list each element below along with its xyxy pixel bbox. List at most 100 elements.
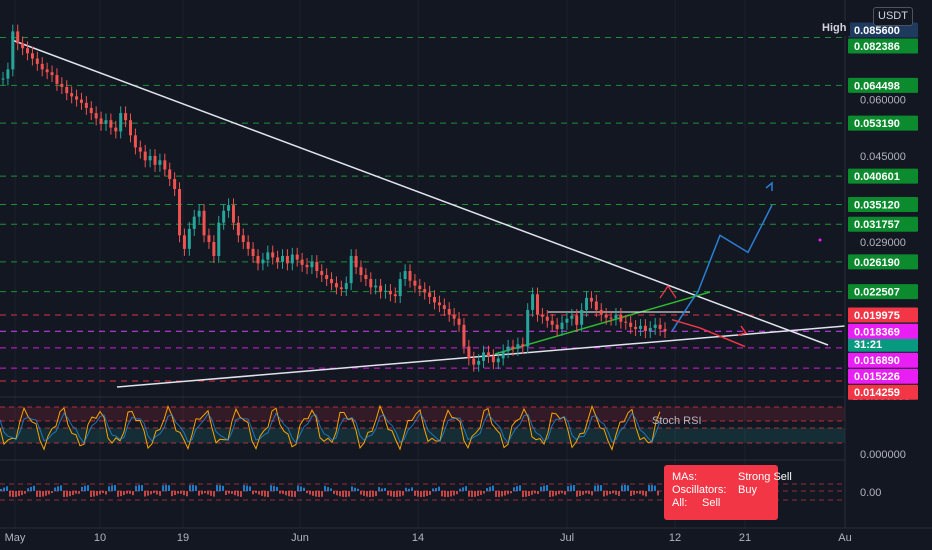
histogram-panel: [0, 459, 932, 501]
time-tick-label: 12: [669, 532, 681, 544]
candle-body: [433, 296, 437, 303]
bearish-projection-path: [671, 318, 746, 348]
histogram-bar: [207, 491, 209, 495]
histogram-bar: [219, 485, 221, 491]
histogram-bar: [12, 491, 14, 497]
time-tick-label: May: [5, 532, 26, 544]
histogram-bar: [135, 485, 137, 491]
histogram-bar: [651, 485, 653, 491]
histogram-bar: [402, 491, 404, 496]
histogram-bar: [372, 491, 374, 497]
price-tag-bg: [848, 22, 918, 38]
candle-body: [310, 261, 314, 268]
histogram-bar: [459, 488, 461, 491]
histogram-bar: [495, 491, 497, 497]
histogram-bar: [591, 491, 593, 496]
histogram-bar: [552, 491, 554, 497]
candle-body: [570, 315, 574, 319]
histogram-bar: [198, 491, 200, 496]
histogram-bar: [165, 485, 167, 491]
histogram-bar: [621, 485, 623, 491]
histogram-bar: [87, 485, 89, 491]
price-tick-label: 0.060000: [860, 95, 906, 107]
candle-body: [437, 302, 441, 306]
histogram-bar: [600, 485, 602, 491]
candle-body: [364, 274, 368, 280]
histogram-bar: [501, 491, 503, 497]
candle-body: [462, 324, 466, 347]
candle-body: [65, 86, 69, 94]
histogram-bar: [504, 491, 506, 496]
candle-body: [246, 241, 250, 249]
histogram-bar: [573, 485, 575, 491]
time-tick-label: 21: [739, 532, 751, 544]
candle-body: [496, 358, 500, 363]
candle-body: [614, 314, 618, 319]
histogram-bar: [54, 487, 56, 491]
histogram-bar: [234, 491, 236, 496]
histogram-bar: [117, 491, 119, 497]
histogram-bar: [222, 485, 224, 491]
candle-body: [477, 360, 481, 365]
price-tag-value: 0.015226: [854, 371, 900, 383]
candle-body: [452, 314, 456, 319]
histogram-bar: [639, 491, 641, 495]
histogram-bar: [147, 491, 149, 496]
histogram-bar: [57, 486, 59, 491]
histogram-bar: [360, 491, 362, 495]
quote-currency-badge[interactable]: USDT: [873, 7, 913, 26]
histogram-bar: [612, 491, 614, 494]
candle-body: [521, 344, 525, 347]
candle-body: [501, 351, 505, 359]
histogram-bar: [375, 491, 377, 497]
histogram-bar: [327, 487, 329, 491]
histogram-bar: [549, 491, 551, 497]
candle-body: [295, 254, 299, 260]
candle-body: [589, 297, 593, 302]
candle-body: [599, 309, 603, 315]
candle-body: [634, 326, 638, 329]
histogram-bar: [540, 486, 542, 491]
histogram-bar: [273, 485, 275, 491]
candle-body: [40, 63, 44, 70]
price-tag-bg: [848, 196, 918, 212]
price-tag-value: 0.018369: [854, 326, 900, 338]
histogram-bar: [426, 491, 428, 497]
candle-body: [472, 358, 476, 365]
histogram-bar: [606, 491, 608, 496]
candle-body: [531, 294, 535, 310]
price-tag-value: 0.040601: [854, 171, 900, 183]
candle-body: [11, 31, 15, 70]
summary-row-all: All: Sell: [672, 497, 778, 510]
price-tick-label: 0.045000: [860, 151, 906, 163]
histogram-bar: [399, 491, 401, 497]
histogram-bar: [42, 491, 44, 497]
time-tick-label: 19: [177, 532, 189, 544]
histogram-bar: [306, 491, 308, 494]
histogram-bar: [261, 491, 263, 496]
candle-body: [207, 235, 211, 242]
histogram-bar: [513, 487, 515, 491]
candle-body: [516, 344, 520, 349]
candle-body: [594, 301, 598, 310]
candle-body: [173, 178, 177, 190]
price-tag-value: 0.053190: [854, 118, 900, 130]
price-tag-bg: [848, 216, 918, 232]
histogram-bar: [468, 491, 470, 497]
histogram-bar: [627, 485, 629, 491]
candle-body: [168, 169, 172, 179]
candle-body: [403, 271, 407, 280]
histogram-bar: [633, 491, 635, 495]
histogram-bar: [480, 491, 482, 495]
histogram-bar: [255, 491, 257, 494]
high-label: High: [818, 21, 851, 36]
candle-body: [128, 120, 132, 136]
histogram-bar: [213, 491, 215, 497]
histogram-bar: [519, 485, 521, 491]
histogram-bar: [648, 485, 650, 491]
candle-body: [153, 155, 157, 165]
candle-body: [545, 316, 549, 321]
price-tag-value: 0.035120: [854, 199, 900, 211]
candle-body: [178, 189, 182, 236]
